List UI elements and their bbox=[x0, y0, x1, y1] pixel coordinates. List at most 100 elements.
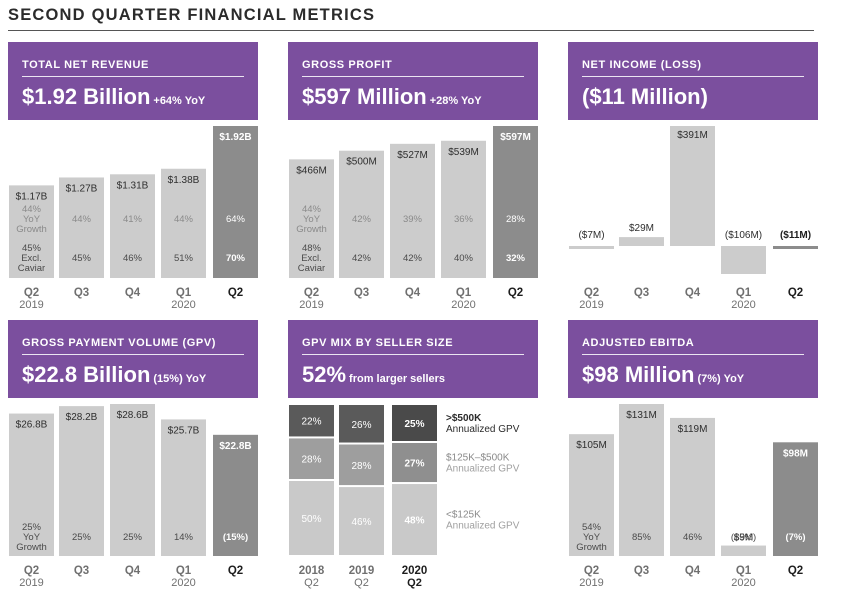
panel-headline: ($11 Million) bbox=[582, 84, 711, 110]
bar-gpv-4 bbox=[213, 434, 258, 556]
bar-ebitda-3 bbox=[721, 545, 766, 556]
bar-net_income-0 bbox=[569, 246, 614, 249]
panel-adjusted-ebitda: ADJUSTED EBITDA $98 Million (7%) YoY $105… bbox=[568, 320, 818, 590]
headline-value: 52% bbox=[302, 362, 347, 387]
bar-ebitda-4 bbox=[773, 442, 818, 556]
headline-value: $22.8 Billion bbox=[22, 362, 151, 387]
bar-gpv-0 bbox=[9, 413, 54, 556]
stack-segment-0-1 bbox=[289, 438, 334, 479]
row-value-yoy-growth-1: 42% bbox=[352, 214, 372, 225]
row-value-excl.-caviar-2: 46% bbox=[123, 253, 143, 264]
bar-ebitda-2 bbox=[670, 417, 715, 556]
value-label-3: $9M bbox=[734, 533, 753, 544]
row-value-yoy-growth-2: 46% bbox=[683, 532, 703, 543]
stack-segment-2-0 bbox=[392, 484, 437, 555]
value-label-0: ($7M) bbox=[578, 230, 604, 241]
headline-value: ($11 Million) bbox=[582, 84, 708, 109]
headline-value: $597 Million bbox=[302, 84, 427, 109]
stack-segment-2-2 bbox=[392, 405, 437, 441]
x-tick-year-3: 2020 bbox=[451, 299, 475, 311]
x-tick-label-1: Q3 bbox=[74, 287, 89, 299]
value-label-1: $500M bbox=[346, 157, 377, 168]
x-tick-label-2: Q4 bbox=[405, 287, 421, 299]
x-tick-label-2: Q4 bbox=[125, 565, 141, 577]
row-label-excl.-caviar-2: Caviar bbox=[18, 263, 45, 274]
bar-gross_profit-0 bbox=[289, 159, 334, 278]
panel-header-label: NET INCOME (LOSS) bbox=[582, 59, 702, 71]
row-value-yoy-growth-2: 25% bbox=[123, 532, 143, 543]
x-tick-label-2: Q4 bbox=[685, 565, 701, 577]
legend-sub-0: Annualized GPV bbox=[446, 521, 520, 532]
value-label-4: ($11M) bbox=[780, 230, 811, 241]
segment-label-0-1: 28% bbox=[301, 455, 321, 466]
x-tick-year-3: 2020 bbox=[731, 577, 755, 589]
segment-label-1-2: 26% bbox=[351, 420, 371, 431]
x-tick-label-1: Q3 bbox=[634, 287, 649, 299]
bar-ebitda-0 bbox=[569, 434, 614, 556]
panel-headline: $597 Million +28% YoY bbox=[302, 84, 482, 110]
row-label-yoy-growth-1: YoY bbox=[23, 532, 41, 543]
segment-label-2-0: 48% bbox=[404, 516, 424, 527]
headline-sub: +28% YoY bbox=[429, 95, 482, 107]
x-tick-label-3: Q1 bbox=[736, 287, 752, 299]
bar-revenue-3 bbox=[161, 168, 206, 278]
bar-gpv-3 bbox=[161, 419, 206, 556]
panel-header-label: GROSS PROFIT bbox=[302, 59, 393, 71]
panel-gpv: GROSS PAYMENT VOLUME (GPV) $22.8 Billion… bbox=[8, 320, 258, 590]
panel-header-rule bbox=[22, 354, 244, 355]
panel-gpv-mix: GPV MIX BY SELLER SIZE 52% from larger se… bbox=[288, 320, 538, 590]
x-tick-year-3: 2020 bbox=[731, 299, 755, 311]
bar-gross_profit-4 bbox=[493, 126, 538, 278]
x-tick-year-0: 2019 bbox=[299, 299, 323, 311]
x-tick-label-4: Q2 bbox=[788, 287, 803, 299]
x-tick-label-4: Q2 bbox=[228, 565, 243, 577]
panel-header-rule bbox=[582, 76, 804, 77]
legend-sub-2: Annualized GPV bbox=[446, 424, 520, 435]
row-value-excl.-caviar-3: 51% bbox=[174, 253, 194, 264]
x-tick-sub-0: Q2 bbox=[304, 577, 319, 589]
stack-segment-1-2 bbox=[339, 405, 384, 443]
bar-gross_profit-3 bbox=[441, 140, 486, 278]
value-label-2: $1.31B bbox=[117, 180, 149, 191]
segment-label-1-0: 46% bbox=[351, 517, 371, 528]
value-label-4: $22.8B bbox=[219, 441, 251, 452]
x-tick-label-1: 2019 bbox=[349, 565, 375, 577]
stack-segment-0-0 bbox=[289, 481, 334, 555]
x-tick-label-3: Q1 bbox=[736, 565, 752, 577]
panel-header: NET INCOME (LOSS) ($11 Million) bbox=[568, 42, 818, 120]
stack-segment-1-0 bbox=[339, 487, 384, 555]
row-label-yoy-growth-0: 44% bbox=[22, 204, 42, 215]
row-label-yoy-growth-1: YoY bbox=[303, 214, 321, 225]
x-tick-label-0: Q2 bbox=[584, 287, 599, 299]
row-label-excl.-caviar-2: Caviar bbox=[298, 263, 325, 274]
row-label-excl.-caviar-1: Excl. bbox=[301, 253, 322, 264]
panel-gross-profit: GROSS PROFIT $597 Million +28% YoY $466M 4… bbox=[288, 42, 538, 312]
x-tick-year-0: 2019 bbox=[579, 299, 603, 311]
bar-net_income-3 bbox=[721, 246, 766, 274]
row-value-yoy-growth-1: 44% bbox=[72, 214, 92, 225]
value-label-2: $391M bbox=[677, 130, 708, 141]
x-tick-year-0: 2019 bbox=[579, 577, 603, 589]
x-tick-label-4: Q2 bbox=[228, 287, 243, 299]
value-label-4: $1.92B bbox=[219, 132, 251, 143]
panel-headline: $98 Million (7%) YoY bbox=[582, 362, 744, 388]
segment-label-0-0: 50% bbox=[301, 514, 321, 525]
row-value-yoy-growth-4: (7%) bbox=[785, 532, 805, 543]
panel-headline: $22.8 Billion (15%) YoY bbox=[22, 362, 206, 388]
value-label-0: $105M bbox=[576, 440, 607, 451]
row-label-excl.-caviar-0: 48% bbox=[302, 243, 322, 254]
value-label-1: $29M bbox=[629, 223, 654, 234]
headline-sub: (7%) YoY bbox=[697, 373, 745, 385]
value-label-0: $1.17B bbox=[16, 191, 48, 202]
panel-header-label: ADJUSTED EBITDA bbox=[582, 337, 695, 349]
x-tick-year-3: 2020 bbox=[171, 577, 195, 589]
x-tick-label-2: Q4 bbox=[125, 287, 141, 299]
x-tick-label-3: Q1 bbox=[456, 287, 472, 299]
value-label-3: $25.7B bbox=[168, 425, 200, 436]
x-tick-sub-2: Q2 bbox=[407, 577, 422, 589]
panel-header-rule bbox=[22, 76, 244, 77]
row-value-excl.-caviar-2: 42% bbox=[403, 253, 423, 264]
stack-segment-2-1 bbox=[392, 443, 437, 483]
row-value-yoy-growth-4: 64% bbox=[226, 214, 246, 225]
segment-label-2-1: 27% bbox=[404, 459, 424, 470]
